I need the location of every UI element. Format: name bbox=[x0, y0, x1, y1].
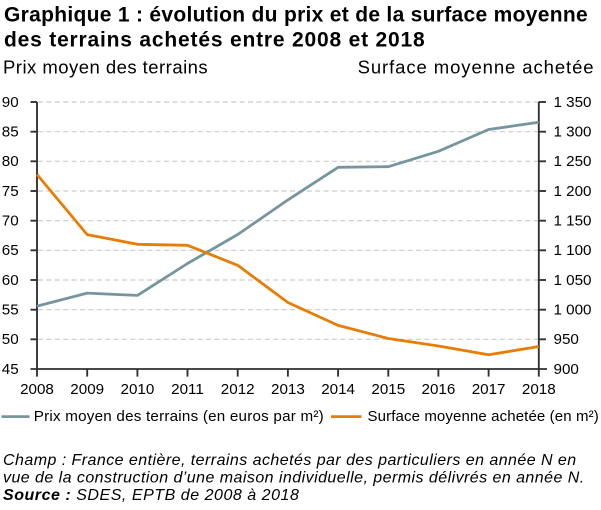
svg-text:2016: 2016 bbox=[422, 381, 456, 398]
svg-text:Champ : France entière, terrai: Champ : France entière, terrains achetés… bbox=[3, 452, 577, 469]
svg-text:2017: 2017 bbox=[472, 381, 506, 398]
svg-text:950: 950 bbox=[554, 331, 579, 348]
svg-text:75: 75 bbox=[2, 183, 19, 200]
svg-text:2018: 2018 bbox=[522, 381, 556, 398]
svg-text:60: 60 bbox=[2, 272, 19, 289]
svg-text:1 000: 1 000 bbox=[554, 302, 592, 319]
svg-text:55: 55 bbox=[2, 302, 19, 319]
svg-text:80: 80 bbox=[2, 153, 19, 170]
svg-text:2014: 2014 bbox=[321, 381, 355, 398]
svg-text:2008: 2008 bbox=[20, 381, 54, 398]
svg-text:2012: 2012 bbox=[221, 381, 255, 398]
svg-text:Prix moyen des terrains: Prix moyen des terrains bbox=[3, 57, 208, 78]
svg-text:1 250: 1 250 bbox=[554, 153, 592, 170]
svg-text:90: 90 bbox=[2, 94, 19, 111]
svg-text:1 350: 1 350 bbox=[554, 94, 592, 111]
svg-text:45: 45 bbox=[2, 361, 19, 378]
svg-text:Source : SDES, EPTB de 2008 à: Source : SDES, EPTB de 2008 à 2018 bbox=[3, 487, 299, 504]
svg-text:65: 65 bbox=[2, 242, 19, 259]
svg-text:vue de la construction d’une m: vue de la construction d’une maison indi… bbox=[3, 470, 585, 487]
svg-text:85: 85 bbox=[2, 124, 19, 141]
svg-text:1 150: 1 150 bbox=[554, 213, 592, 230]
svg-text:50: 50 bbox=[2, 331, 19, 348]
svg-text:des terrains achetés entre 200: des terrains achetés entre 2008 et 2018 bbox=[4, 29, 426, 52]
svg-text:Prix moyen des terrains (en eu: Prix moyen des terrains (en euros par m²… bbox=[34, 408, 324, 425]
svg-text:70: 70 bbox=[2, 213, 19, 230]
svg-text:Graphique 1 : évolution du pri: Graphique 1 : évolution du prix et de la… bbox=[4, 3, 588, 26]
svg-text:2013: 2013 bbox=[271, 381, 305, 398]
svg-text:2015: 2015 bbox=[371, 381, 405, 398]
svg-text:2011: 2011 bbox=[171, 381, 204, 398]
svg-text:2010: 2010 bbox=[121, 381, 155, 398]
svg-text:900: 900 bbox=[554, 361, 579, 378]
svg-text:1 300: 1 300 bbox=[554, 124, 592, 141]
svg-text:1 100: 1 100 bbox=[554, 242, 592, 259]
svg-text:1 050: 1 050 bbox=[554, 272, 592, 289]
svg-text:Surface moyenne achetée (en m²: Surface moyenne achetée (en m²) bbox=[368, 408, 599, 425]
svg-text:1 200: 1 200 bbox=[554, 183, 592, 200]
svg-text:Surface moyenne achetée: Surface moyenne achetée bbox=[358, 57, 595, 78]
svg-text:2009: 2009 bbox=[70, 381, 104, 398]
